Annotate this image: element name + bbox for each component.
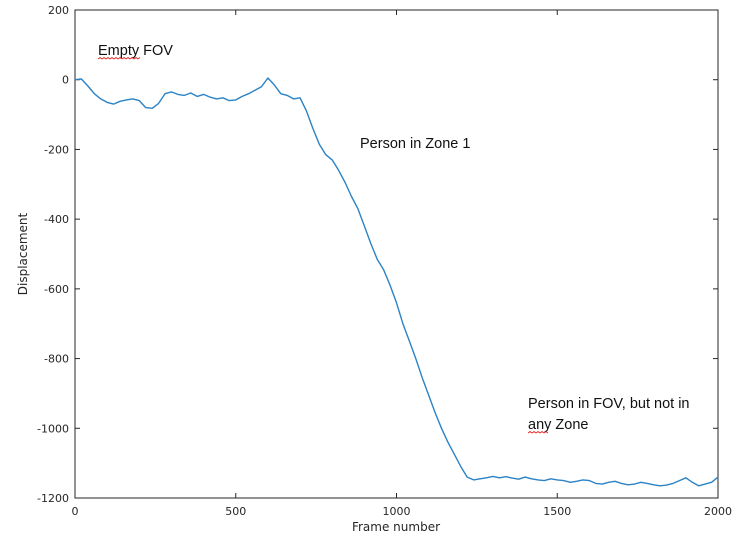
y-axis: 200 0 -200 -400 -600 -800 -1000 -1200 [37, 4, 718, 505]
annotation-person-fov-line1: Person in FOV, but not in [528, 396, 689, 412]
x-axis-label: Frame number [352, 520, 440, 534]
x-tick-label: 0 [72, 505, 79, 518]
plot-box [74, 9, 719, 499]
y-tick-label: -600 [44, 283, 69, 296]
y-tick-label: -200 [44, 143, 69, 156]
annotation-person-zone1: Person in Zone 1 [360, 136, 470, 152]
y-tick-label: -400 [44, 213, 69, 226]
x-axis: 0 500 1000 1500 2000 [72, 10, 732, 518]
y-tick-label: -1200 [37, 492, 69, 505]
y-tick-label: 0 [62, 74, 69, 87]
x-tick-label: 1500 [543, 505, 571, 518]
y-tick-label: -800 [44, 353, 69, 366]
series-line-displacement [74, 77, 719, 487]
plot-frame [74, 9, 719, 499]
x-tick-label: 1000 [383, 505, 411, 518]
annotation-person-fov-line2: any Zone [528, 417, 588, 433]
spellcheck-underline [97, 57, 141, 60]
x-tick-label: 500 [225, 505, 246, 518]
annotation-empty-fov: Empty FOV [98, 43, 173, 59]
series-layer [74, 77, 719, 487]
y-tick-label: -1000 [37, 422, 69, 435]
y-tick-label: 200 [48, 4, 69, 17]
y-axis-label: Displacement [16, 212, 30, 295]
spellcheck-underline [527, 431, 549, 434]
x-tick-label: 2000 [704, 505, 732, 518]
